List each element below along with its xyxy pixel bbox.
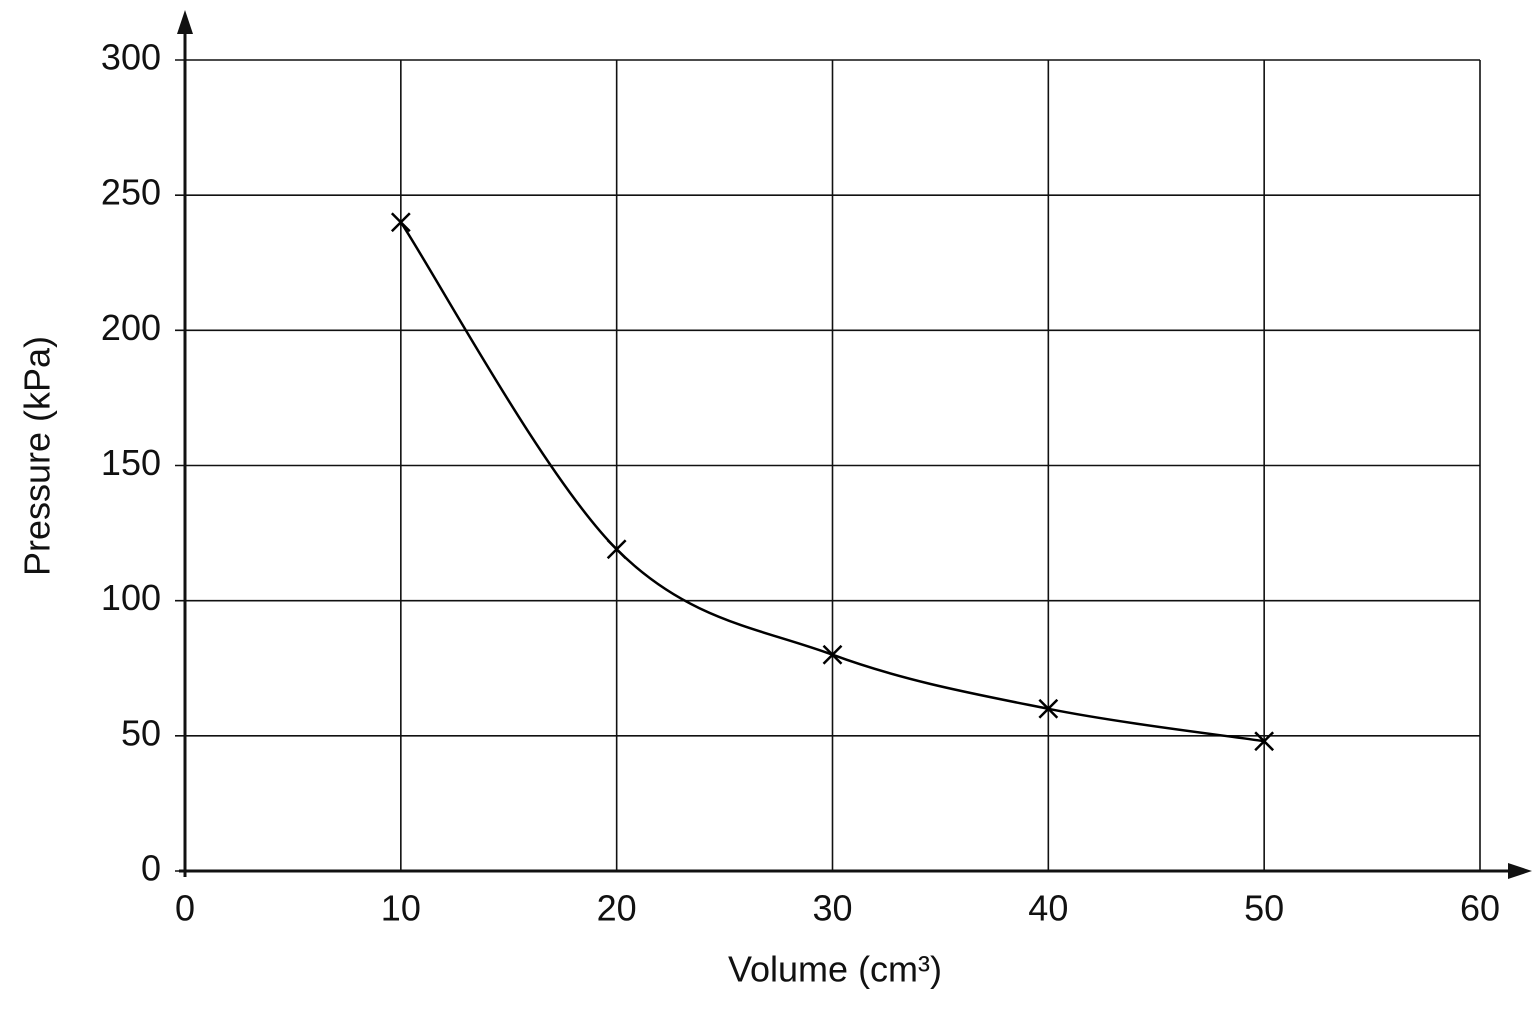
x-axis-label: Volume (cm³) xyxy=(728,949,942,990)
data-point xyxy=(390,212,411,233)
data-point xyxy=(822,644,843,665)
y-tick-label: 200 xyxy=(101,307,161,348)
x-tick-label: 30 xyxy=(812,888,852,929)
x-tick-label: 20 xyxy=(597,888,637,929)
y-tick-label: 250 xyxy=(101,172,161,213)
data-point xyxy=(1254,731,1275,752)
x-tick-label: 0 xyxy=(175,888,195,929)
y-tick-label: 300 xyxy=(101,37,161,78)
x-tick-label: 50 xyxy=(1244,888,1284,929)
data-point xyxy=(1038,698,1059,719)
curve xyxy=(399,221,1265,743)
y-tick-label: 0 xyxy=(141,848,161,889)
y-axis-arrow xyxy=(177,10,193,34)
y-tick-label: 100 xyxy=(101,577,161,618)
data-point xyxy=(606,539,627,560)
x-tick-label: 40 xyxy=(1028,888,1068,929)
x-tick-label: 10 xyxy=(381,888,421,929)
y-tick-label: 150 xyxy=(101,442,161,483)
y-tick-label: 50 xyxy=(121,712,161,753)
x-axis-arrow xyxy=(1508,863,1532,879)
y-axis-label: Pressure (kPa) xyxy=(17,336,58,576)
x-tick-label: 60 xyxy=(1460,888,1500,929)
